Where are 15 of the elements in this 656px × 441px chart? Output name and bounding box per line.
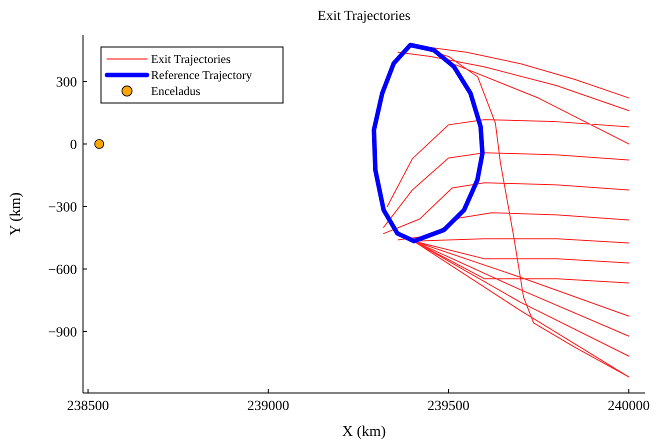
y-tick-label: −300 — [48, 200, 77, 216]
x-tick-label: 239500 — [428, 399, 470, 414]
y-tick-label: −900 — [48, 326, 77, 341]
x-tick-label: 240000 — [608, 399, 650, 414]
chart-title: Exit Trajectories — [318, 9, 410, 24]
y-axis-title: Y (km) — [8, 192, 24, 236]
x-tick-label: 239000 — [247, 399, 290, 414]
y-tick-label: 300 — [56, 75, 77, 90]
legend-label: Exit Trajectories — [151, 52, 231, 66]
legend-label: Enceladus — [151, 84, 201, 98]
legend-label: Reference Trajectory — [151, 68, 252, 82]
y-tick-label: 0 — [70, 138, 77, 153]
x-axis-title: X (km) — [342, 424, 386, 440]
x-tick-label: 238500 — [67, 399, 110, 414]
y-tick-label: −600 — [48, 263, 77, 278]
